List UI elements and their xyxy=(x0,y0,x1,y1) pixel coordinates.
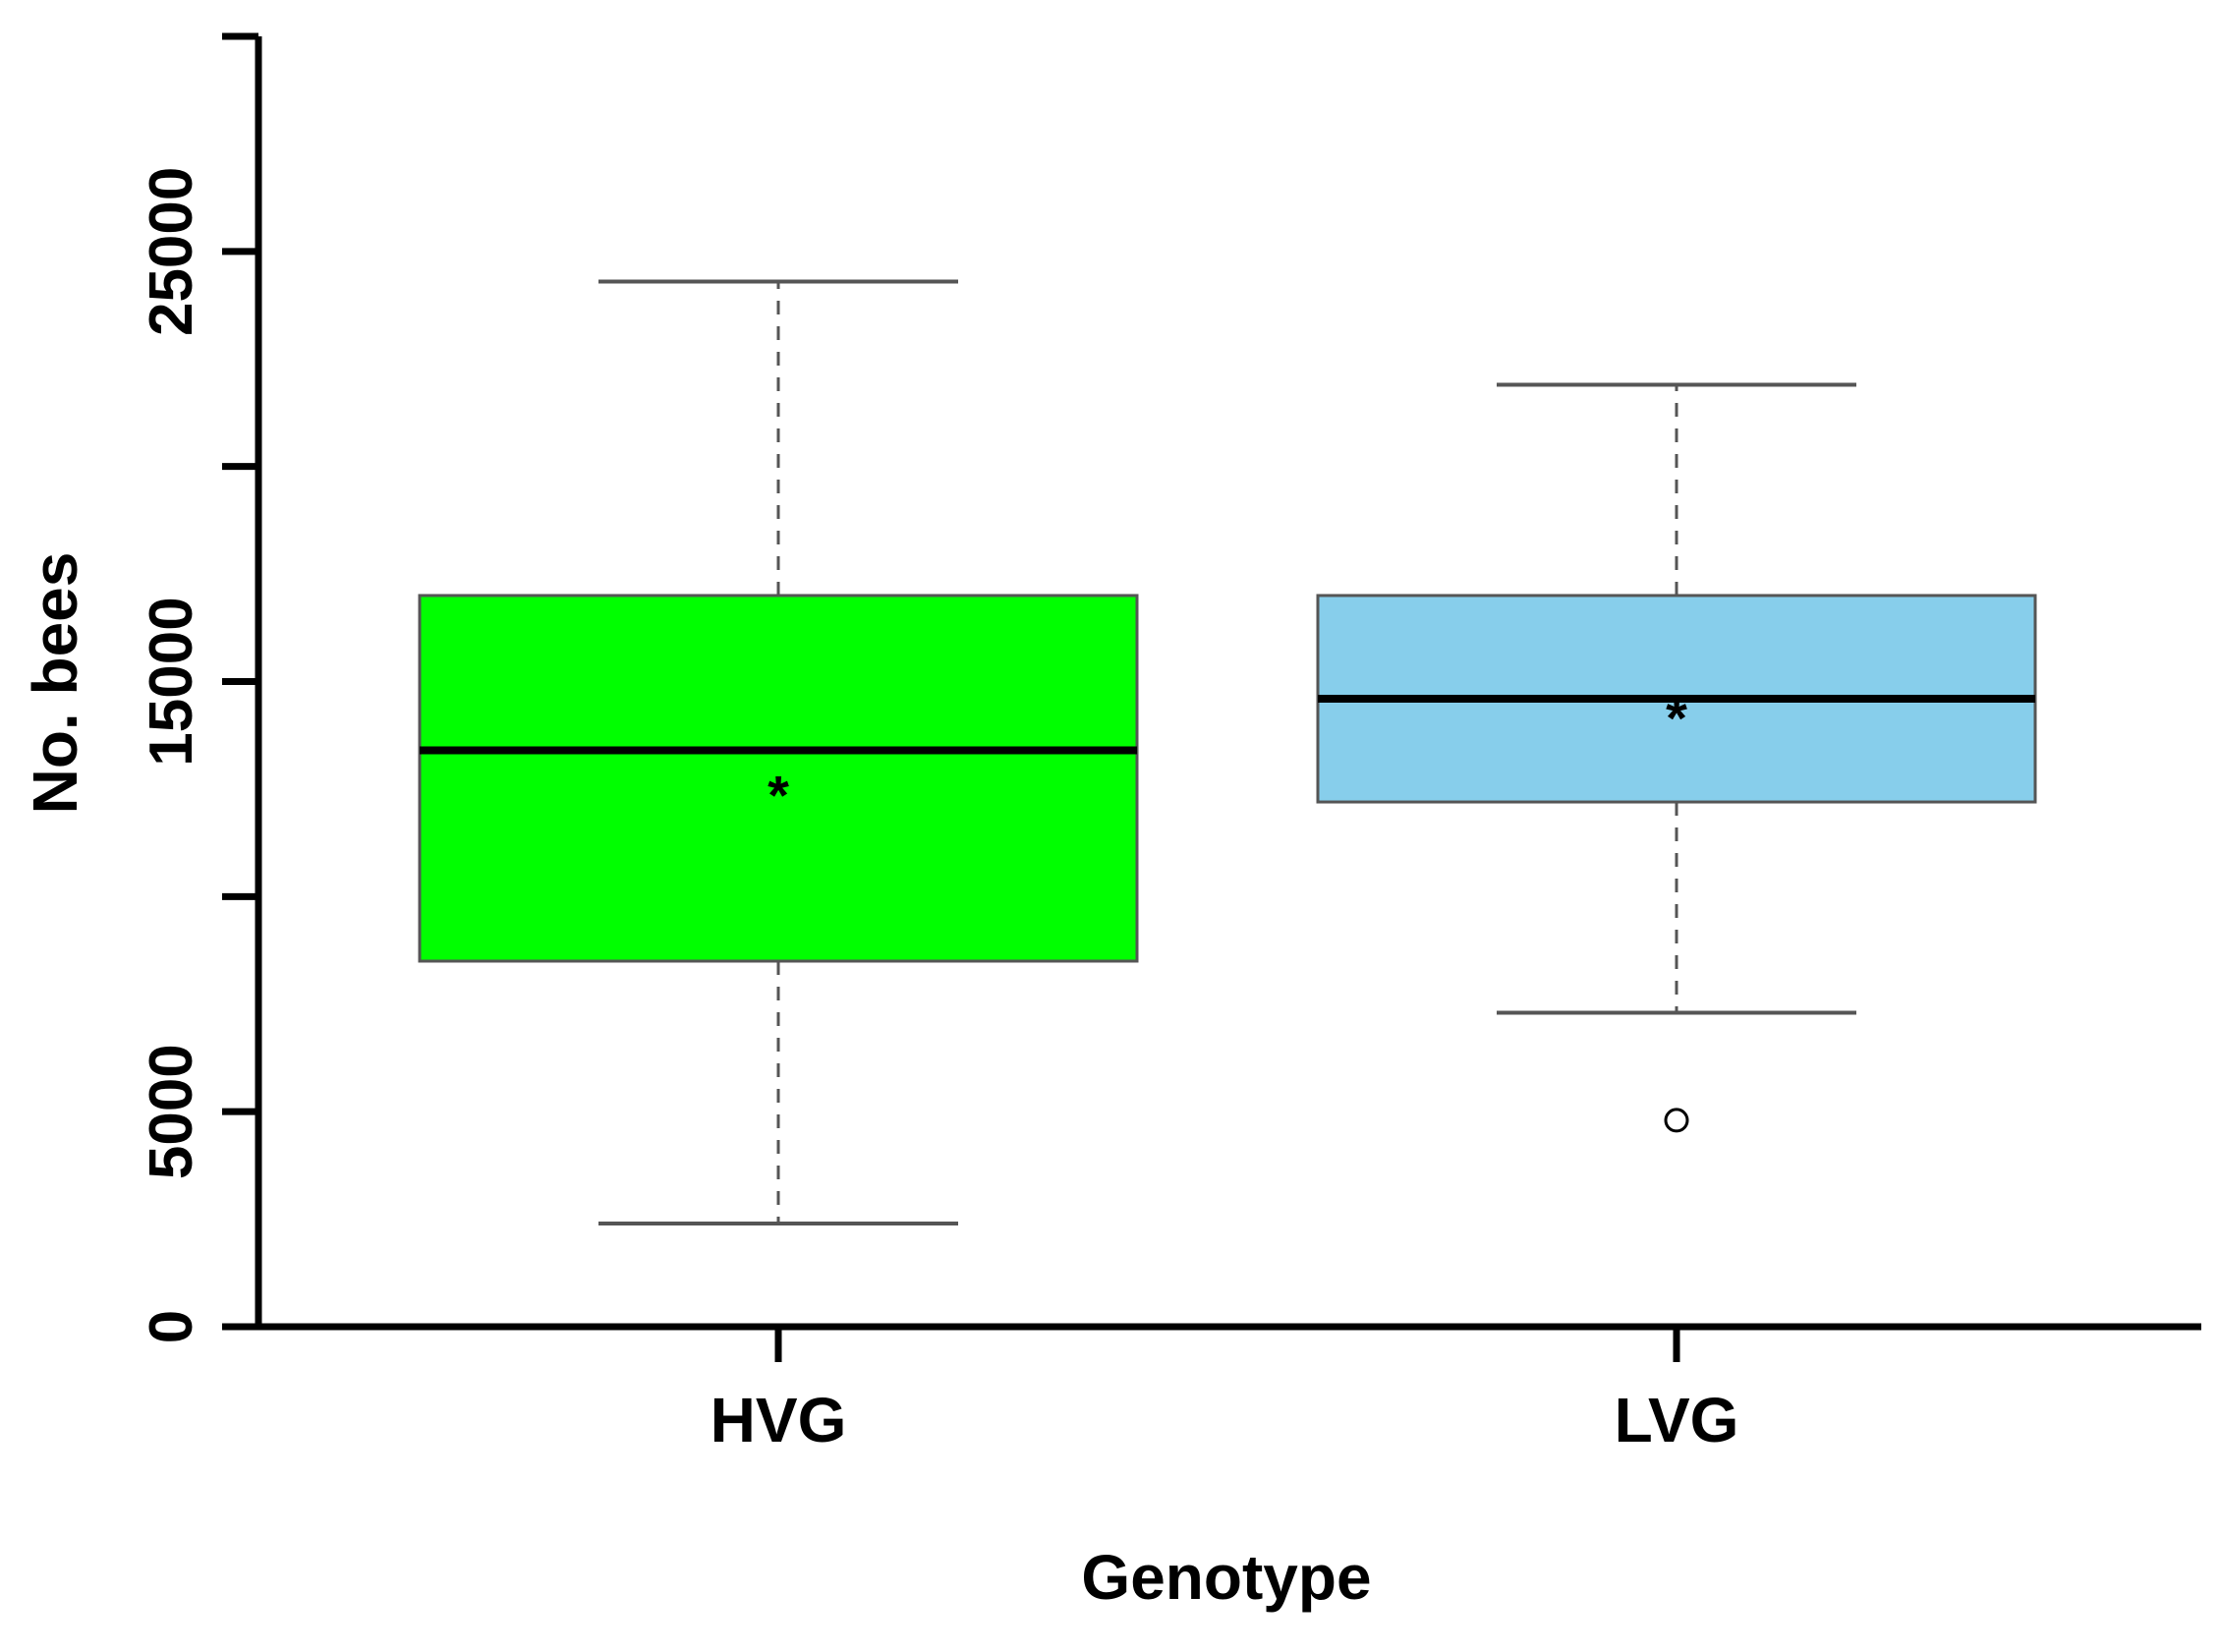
y-axis-title: No. bees xyxy=(20,552,90,815)
mean-marker: * xyxy=(768,765,789,826)
box-lvg: * xyxy=(1316,382,2037,1133)
x-axis-title: Genotype xyxy=(1081,1542,1371,1613)
mean-marker: * xyxy=(1666,687,1687,749)
y-axis-ticks: 0 5000 15000 25000 xyxy=(138,32,258,1343)
outlier-point xyxy=(1664,1108,1689,1133)
box-series: ** xyxy=(418,279,2037,1225)
iqr-box xyxy=(418,594,1139,963)
x-category-label: HVG xyxy=(711,1385,847,1455)
y-tick-label: 15000 xyxy=(138,597,205,766)
x-axis-categories: HVG LVG xyxy=(711,1327,1739,1455)
x-category-label: LVG xyxy=(1615,1385,1739,1455)
y-tick-label: 5000 xyxy=(138,1044,205,1179)
y-tick-label: 25000 xyxy=(138,167,205,336)
y-tick-label: 0 xyxy=(138,1310,205,1343)
box-hvg: * xyxy=(418,279,1139,1225)
